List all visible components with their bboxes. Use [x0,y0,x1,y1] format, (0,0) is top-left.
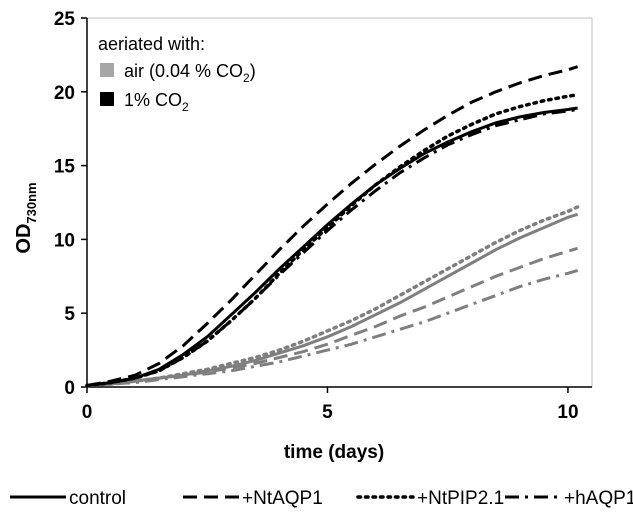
y-axis-title: OD730nm [13,182,39,253]
y-tick-label: 15 [54,157,76,178]
line-legend-label: control [69,488,126,509]
series-line-co2-control [86,106,578,387]
series-line-air-ntpip21 [85,205,580,388]
line-legend-entry-ntpip21: +NtPIP2.1 [356,488,504,509]
series-layer [85,65,580,388]
line-legend-entry-haqp1: +hAQP1 [505,488,633,509]
y-tick-label: 5 [64,304,75,325]
y-tick-label: 10 [54,230,75,251]
line-legend-label: +hAQP1 [564,488,633,509]
y-axis: 0 5 10 15 20 25 [54,9,88,399]
series-line-air-ntaqp1 [86,246,579,387]
y-tick-label: 25 [54,9,76,30]
line-legend: control +NtAQP1 +NtPIP2.1 +hAQP1 [10,488,633,509]
series-line-air-control [86,212,579,387]
box-legend: aeriated with: air (0.04 % CO2) 1% CO2 [98,34,256,114]
box-legend-label-co2: 1% CO2 [124,90,189,114]
box-legend-swatch-air [100,63,114,77]
x-tick-label: 0 [82,402,93,423]
x-tick-label: 10 [557,402,578,423]
series-line-co2-ntaqp1 [86,65,579,387]
line-legend-label: +NtAQP1 [242,488,323,509]
series-line-co2-ntpip21 [85,93,580,388]
y-tick-label: 20 [54,83,75,104]
box-legend-label-air: air (0.04 % CO2) [124,61,256,85]
series-line-co2-haqp1 [86,108,578,387]
box-legend-swatch-co2 [100,92,114,106]
line-legend-label: +NtPIP2.1 [417,488,504,509]
line-legend-entry-ntaqp1: +NtAQP1 [183,488,323,509]
y-tick-label: 0 [64,378,75,399]
box-legend-entry-co2: 1% CO2 [100,90,189,114]
x-tick-label: 5 [322,402,333,423]
box-legend-entry-air: air (0.04 % CO2) [100,61,256,85]
x-axis-title: time (days) [284,442,384,463]
x-axis: 0 5 10 [82,386,592,423]
line-legend-entry-control: control [10,488,126,509]
box-legend-title: aeriated with: [98,34,205,54]
